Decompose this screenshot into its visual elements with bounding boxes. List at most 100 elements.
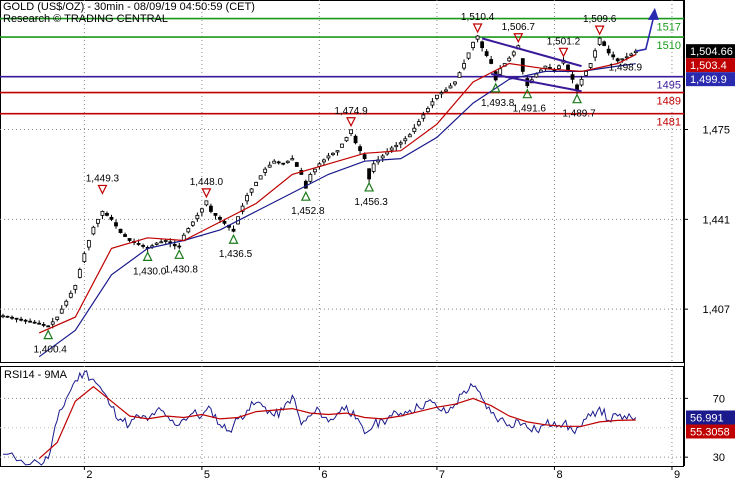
candle-body [403, 138, 408, 142]
x-tick-label: 6 [321, 469, 327, 480]
candle-body [64, 300, 69, 306]
x-tick-label: 8 [556, 469, 562, 480]
top-marker [558, 47, 569, 58]
candle-body [335, 150, 340, 153]
price-candles [1, 35, 638, 329]
bottom-label: 1,430.0 [133, 266, 167, 277]
candle-body [77, 269, 82, 278]
x-axis: 2 5 6 7 8 9 [0, 466, 684, 480]
candle-body [412, 127, 417, 132]
candle-body [511, 51, 516, 56]
candle-body [353, 135, 358, 144]
candle-body [484, 51, 489, 56]
candle-body [267, 164, 272, 168]
candle-body [367, 168, 372, 180]
bottom-label: 1,493.8 [481, 98, 515, 109]
candle-body [172, 244, 177, 247]
candle-body [285, 160, 290, 163]
price-levels: 1517 1510 1495 1489 1481 [0, 17, 684, 129]
candle-body [448, 85, 453, 89]
top-marker [594, 25, 605, 36]
candle-body [557, 65, 561, 70]
candle-body [1, 315, 5, 318]
candle-body [588, 63, 593, 68]
bottom-label: 1,430.8 [165, 264, 199, 275]
x-tick-label: 9 [674, 469, 680, 480]
candle-body [73, 284, 78, 290]
candle-body [10, 316, 14, 319]
rsi-line [3, 370, 637, 466]
candle-body [466, 52, 471, 59]
candle-body [5, 315, 10, 318]
candle-body [425, 107, 430, 113]
x-tick-label: 2 [86, 469, 92, 480]
candle-body [28, 320, 33, 323]
candle-body [290, 158, 295, 161]
candle-body [96, 218, 100, 224]
candle-body [41, 324, 46, 326]
candle-body [177, 245, 182, 248]
candle-body [584, 71, 588, 76]
candle-body [55, 316, 60, 320]
candle-body [14, 317, 19, 320]
candle-body [322, 159, 326, 163]
candle-body [471, 41, 475, 49]
candle-body [136, 243, 141, 245]
rsi-badge-label: 56.991 [690, 412, 724, 424]
x-tick-label: 7 [439, 469, 445, 480]
bottom-marker [522, 88, 533, 99]
candle-body [159, 241, 164, 244]
level-label-1517: 1517 [657, 22, 681, 34]
candle-body [195, 214, 200, 220]
top-marker [346, 117, 357, 128]
candle-body [597, 37, 602, 45]
bottom-label: 1,456.3 [354, 197, 388, 208]
bottom-label: 1,452.8 [291, 206, 325, 217]
candle-body [498, 68, 503, 75]
price-axis: 1,407 1,441 1,475 1,504.66 1,503.4 1,499.9 [684, 0, 735, 466]
candle-body [186, 228, 191, 233]
rsi-badge-rsi [686, 410, 735, 425]
price-badge-price [686, 44, 735, 59]
candle-body [209, 205, 213, 212]
price-tick-label: 1,475 [702, 125, 730, 137]
candle-body [439, 92, 444, 95]
bottom-marker [43, 329, 54, 340]
candle-body [276, 161, 281, 164]
rsi-panel: RSI14 - 9MA [0, 366, 684, 467]
candle-body [629, 53, 634, 56]
price-tick-label: 1,441 [702, 214, 730, 226]
bottom-label: 1,436.5 [219, 249, 253, 260]
candle-body [154, 242, 159, 245]
candle-body [453, 81, 457, 85]
rsi-badge-label: 55.3058 [690, 426, 730, 438]
candle-body [435, 94, 439, 99]
candle-body [344, 137, 349, 142]
candle-body [213, 212, 218, 216]
candle-body [611, 54, 616, 58]
candle-body [127, 238, 132, 241]
candle-body [308, 174, 313, 182]
rsi-tick-label: 70 [713, 393, 725, 405]
price-badge-fast [686, 58, 735, 73]
ma-slow-line [38, 63, 636, 358]
candle-body [100, 211, 105, 216]
candle-body [602, 41, 607, 46]
candle-body [593, 50, 598, 58]
candle-body [340, 143, 344, 148]
chart-title: GOLD (US$/OZ) - 30min - 08/09/19 04:50:5… [3, 1, 255, 13]
price-badge-label: 1,504.66 [690, 46, 733, 58]
rsi-panel-frame [0, 366, 684, 467]
forecast-arrow-head [647, 7, 659, 20]
candle-body [615, 58, 620, 62]
candle-body [199, 208, 204, 213]
price-grid [0, 0, 684, 363]
candle-body [19, 318, 23, 321]
candle-body [141, 245, 146, 247]
candle-body [204, 200, 209, 206]
candle-body [407, 134, 412, 138]
candle-body [489, 59, 494, 64]
candle-body [254, 181, 259, 187]
candle-body [566, 64, 570, 71]
